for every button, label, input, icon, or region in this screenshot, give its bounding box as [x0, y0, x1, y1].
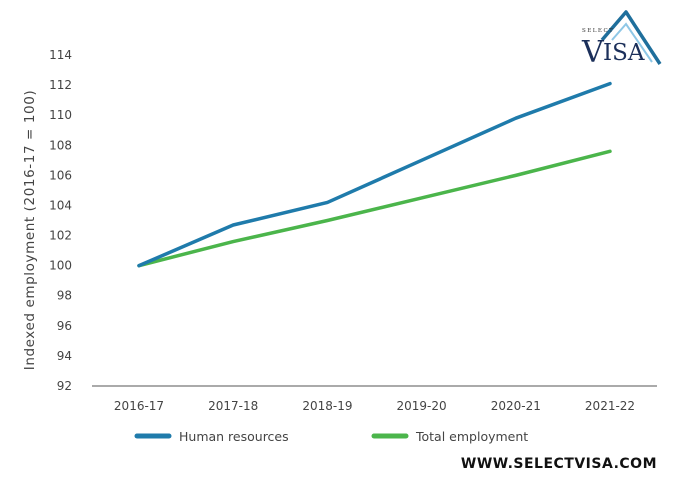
- x-tick-label: 2018-19: [302, 399, 352, 413]
- y-tick-label: 96: [57, 319, 72, 333]
- x-tick-label: 2020-21: [491, 399, 541, 413]
- selectvisa-logo: SELECT V ISA: [581, 10, 662, 70]
- logo-arch: [600, 10, 662, 65]
- x-ticks: 2016-17 2017-18 2018-19 2019-20 2020-21 2021-…: [114, 399, 635, 413]
- legend-label: Human resources: [179, 429, 289, 444]
- legend-label: Total employment: [415, 429, 528, 444]
- y-tick-label: 102: [49, 229, 72, 243]
- x-tick-label: 2019-20: [397, 399, 447, 413]
- y-tick-label: 92: [57, 379, 72, 393]
- y-ticks: 92 94 96 98 100 102 104 106 108 110 112 114: [49, 48, 72, 393]
- logo-initial: V: [581, 35, 605, 70]
- y-tick-label: 106: [49, 168, 72, 182]
- y-axis-label: Indexed employment (2016-17 = 100): [22, 90, 38, 371]
- series-line-total-employment: [137, 149, 612, 268]
- y-tick-label: 110: [49, 108, 72, 122]
- y-tick-label: 100: [49, 259, 72, 273]
- series-lines: [137, 81, 612, 268]
- y-tick-label: 112: [49, 78, 72, 92]
- x-tick-label: 2017-18: [208, 399, 258, 413]
- y-tick-label: 108: [49, 138, 72, 152]
- logo-arch-inner: [611, 22, 653, 63]
- legend: Human resources Total employment: [134, 429, 528, 444]
- logo-prefix: SELECT: [582, 28, 614, 34]
- y-tick-label: 94: [57, 349, 72, 363]
- logo-rest: ISA: [603, 40, 645, 66]
- y-tick-label: 104: [49, 198, 72, 212]
- website-url: WWW.SELECTVISA.COM: [461, 456, 657, 472]
- y-tick-label: 114: [49, 48, 72, 62]
- x-tick-label: 2021-22: [585, 399, 635, 413]
- y-tick-label: 98: [57, 289, 72, 303]
- series-line-human-resources: [137, 81, 612, 268]
- x-tick-label: 2016-17: [114, 399, 164, 413]
